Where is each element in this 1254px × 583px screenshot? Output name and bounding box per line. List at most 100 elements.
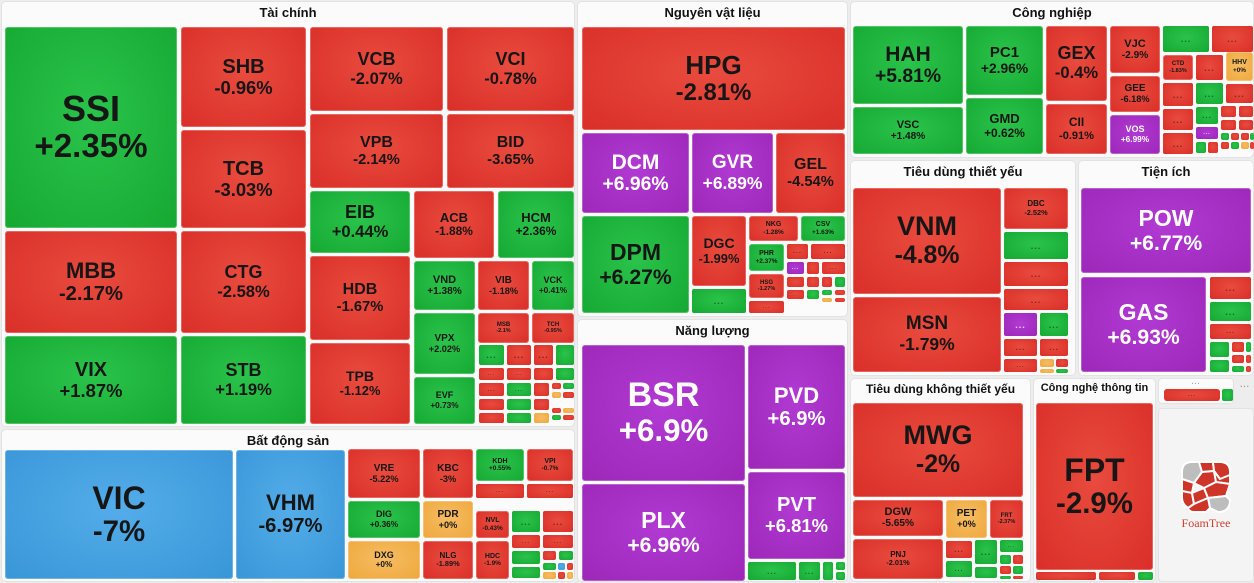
- stock-tile-VPB[interactable]: VPB -2.14%: [310, 114, 443, 188]
- mini-stock-tile[interactable]: [836, 562, 845, 570]
- mini-stock-tile[interactable]: [534, 399, 549, 410]
- mini-stock-tile[interactable]: ...: [507, 368, 531, 380]
- mini-stock-tile[interactable]: ...: [822, 262, 845, 274]
- mini-stock-tile[interactable]: [1250, 142, 1254, 149]
- mini-stock-tile[interactable]: [1013, 566, 1023, 574]
- mini-stock-tile[interactable]: [558, 563, 565, 570]
- mini-stock-tile[interactable]: [1232, 342, 1244, 352]
- mini-stock-tile[interactable]: ...: [1196, 55, 1223, 80]
- stock-tile-GVR[interactable]: GVR +6.89%: [692, 133, 773, 213]
- stock-tile-VRE[interactable]: VRE -5.22%: [348, 449, 420, 498]
- mini-stock-tile[interactable]: ...: [787, 290, 804, 299]
- mini-stock-tile[interactable]: ...: [1163, 133, 1193, 154]
- mini-stock-tile[interactable]: [1013, 555, 1023, 564]
- stock-tile-CSV[interactable]: CSV +1.63%: [801, 216, 845, 241]
- stock-tile-EIB[interactable]: EIB +0.44%: [310, 191, 410, 253]
- stock-tile-VOS[interactable]: VOS +6.99%: [1110, 115, 1160, 154]
- mini-stock-tile[interactable]: [534, 383, 549, 396]
- stock-tile-GEX[interactable]: GEX -0.4%: [1046, 26, 1107, 101]
- mini-stock-tile[interactable]: [836, 572, 845, 580]
- mini-stock-tile[interactable]: ...: [479, 383, 504, 396]
- mini-stock-tile[interactable]: ...: [1040, 313, 1068, 336]
- mini-stock-tile[interactable]: ...: [1000, 540, 1023, 552]
- mini-stock-tile[interactable]: [1241, 133, 1249, 140]
- mini-stock-tile[interactable]: [1000, 566, 1011, 574]
- mini-stock-tile[interactable]: ...: [1004, 339, 1037, 356]
- mini-stock-tile[interactable]: [543, 563, 556, 570]
- stock-tile-CTG[interactable]: CTG -2.58%: [181, 231, 306, 333]
- mini-stock-tile[interactable]: [1246, 366, 1251, 372]
- mini-stock-tile[interactable]: ...: [787, 244, 808, 259]
- mini-stock-tile[interactable]: [563, 392, 574, 398]
- mini-stock-tile[interactable]: [1196, 142, 1206, 153]
- mini-stock-tile[interactable]: ...: [507, 383, 531, 396]
- mini-stock-tile[interactable]: ...: [799, 562, 820, 580]
- stock-tile-PC1[interactable]: PC1 +2.96%: [966, 26, 1043, 95]
- mini-stock-tile[interactable]: [1239, 106, 1253, 117]
- stock-tile-VCB[interactable]: VCB -2.07%: [310, 27, 443, 111]
- mini-stock-tile[interactable]: [1000, 555, 1011, 564]
- mini-stock-tile[interactable]: [975, 567, 997, 578]
- mini-stock-tile[interactable]: ...: [1099, 572, 1135, 580]
- stock-tile-HAH[interactable]: HAH +5.81%: [853, 26, 963, 104]
- stock-tile-VHM[interactable]: VHM -6.97%: [236, 450, 345, 579]
- stock-tile-PNJ[interactable]: PNJ -2.01%: [853, 539, 943, 579]
- stock-tile-VSC[interactable]: VSC +1.48%: [853, 107, 963, 154]
- mini-stock-tile[interactable]: [835, 290, 845, 295]
- stock-tile-VPI[interactable]: VPI -0.7%: [527, 449, 573, 481]
- stock-tile-GAS[interactable]: GAS +6.93%: [1081, 277, 1206, 372]
- mini-stock-tile[interactable]: [1040, 369, 1054, 373]
- mini-stock-tile[interactable]: ...: [975, 540, 997, 564]
- mini-stock-tile[interactable]: [512, 551, 540, 564]
- mini-stock-tile[interactable]: ...: [476, 484, 524, 498]
- mini-stock-tile[interactable]: ...: [527, 484, 573, 498]
- mini-stock-tile[interactable]: [552, 392, 561, 398]
- mini-stock-tile[interactable]: ...: [749, 301, 784, 313]
- mini-stock-tile[interactable]: [1000, 576, 1011, 579]
- mini-stock-tile[interactable]: ...: [1210, 302, 1251, 321]
- mini-stock-tile[interactable]: [543, 572, 556, 579]
- stock-tile-NLG[interactable]: NLG -1.89%: [423, 541, 473, 579]
- mini-stock-tile[interactable]: [807, 262, 819, 274]
- stock-tile-VCI[interactable]: VCI -0.78%: [447, 27, 574, 111]
- mini-stock-tile[interactable]: [1221, 106, 1236, 117]
- mini-stock-tile[interactable]: [822, 298, 832, 302]
- mini-stock-tile[interactable]: [567, 563, 573, 570]
- mini-stock-tile[interactable]: [1221, 133, 1229, 140]
- mini-stock-tile[interactable]: ...: [1163, 83, 1193, 106]
- stock-tile-DCM[interactable]: DCM +6.96%: [582, 133, 689, 213]
- stock-tile-HHV[interactable]: HHV +0%: [1226, 52, 1253, 81]
- stock-tile-DGW[interactable]: DGW -5.65%: [853, 500, 943, 536]
- stock-tile-FPT[interactable]: FPT -2.9%: [1036, 403, 1153, 570]
- stock-tile-VND[interactable]: VND +1.38%: [414, 261, 475, 310]
- stock-tile-PET[interactable]: PET +0%: [946, 500, 987, 538]
- mini-stock-tile[interactable]: [835, 277, 845, 287]
- stock-tile-HSG[interactable]: HSG -1.27%: [749, 274, 784, 298]
- mini-stock-tile[interactable]: [1056, 359, 1068, 367]
- mini-stock-tile[interactable]: [479, 399, 504, 410]
- stock-tile-NVL[interactable]: NVL -0.43%: [476, 511, 509, 538]
- stock-tile-TCH[interactable]: TCH -0.95%: [532, 313, 574, 343]
- stock-tile-ACB[interactable]: ACB -1.88%: [414, 191, 494, 258]
- stock-tile-SSI[interactable]: SSI +2.35%: [5, 27, 177, 228]
- stock-tile-HPG[interactable]: HPG -2.81%: [582, 27, 845, 130]
- mini-stock-tile[interactable]: ...: [1212, 26, 1253, 52]
- mini-stock-tile[interactable]: ...: [1163, 26, 1209, 52]
- mini-stock-tile[interactable]: [556, 368, 574, 380]
- stock-tile-PHR[interactable]: PHR +2.37%: [749, 244, 784, 271]
- stock-tile-HDB[interactable]: HDB -1.67%: [310, 256, 410, 340]
- mini-stock-tile[interactable]: [1246, 342, 1251, 352]
- mini-stock-tile[interactable]: [559, 551, 573, 560]
- mini-stock-tile[interactable]: ...: [1004, 289, 1068, 310]
- mini-stock-tile[interactable]: [543, 551, 556, 560]
- stock-tile-TPB[interactable]: TPB -1.12%: [310, 343, 410, 424]
- mini-stock-tile[interactable]: [1231, 142, 1239, 149]
- mini-stock-tile[interactable]: ...: [543, 535, 573, 548]
- mini-stock-tile[interactable]: [807, 290, 819, 299]
- mini-stock-tile[interactable]: ...: [1036, 572, 1096, 580]
- stock-tile-MSN[interactable]: MSN -1.79%: [853, 297, 1001, 372]
- stock-tile-BID[interactable]: BID -3.65%: [447, 114, 574, 188]
- stock-tile-VCK[interactable]: VCK +0.41%: [532, 261, 574, 310]
- stock-tile-TCB[interactable]: TCB -3.03%: [181, 130, 306, 228]
- mini-stock-tile[interactable]: ...: [507, 345, 531, 365]
